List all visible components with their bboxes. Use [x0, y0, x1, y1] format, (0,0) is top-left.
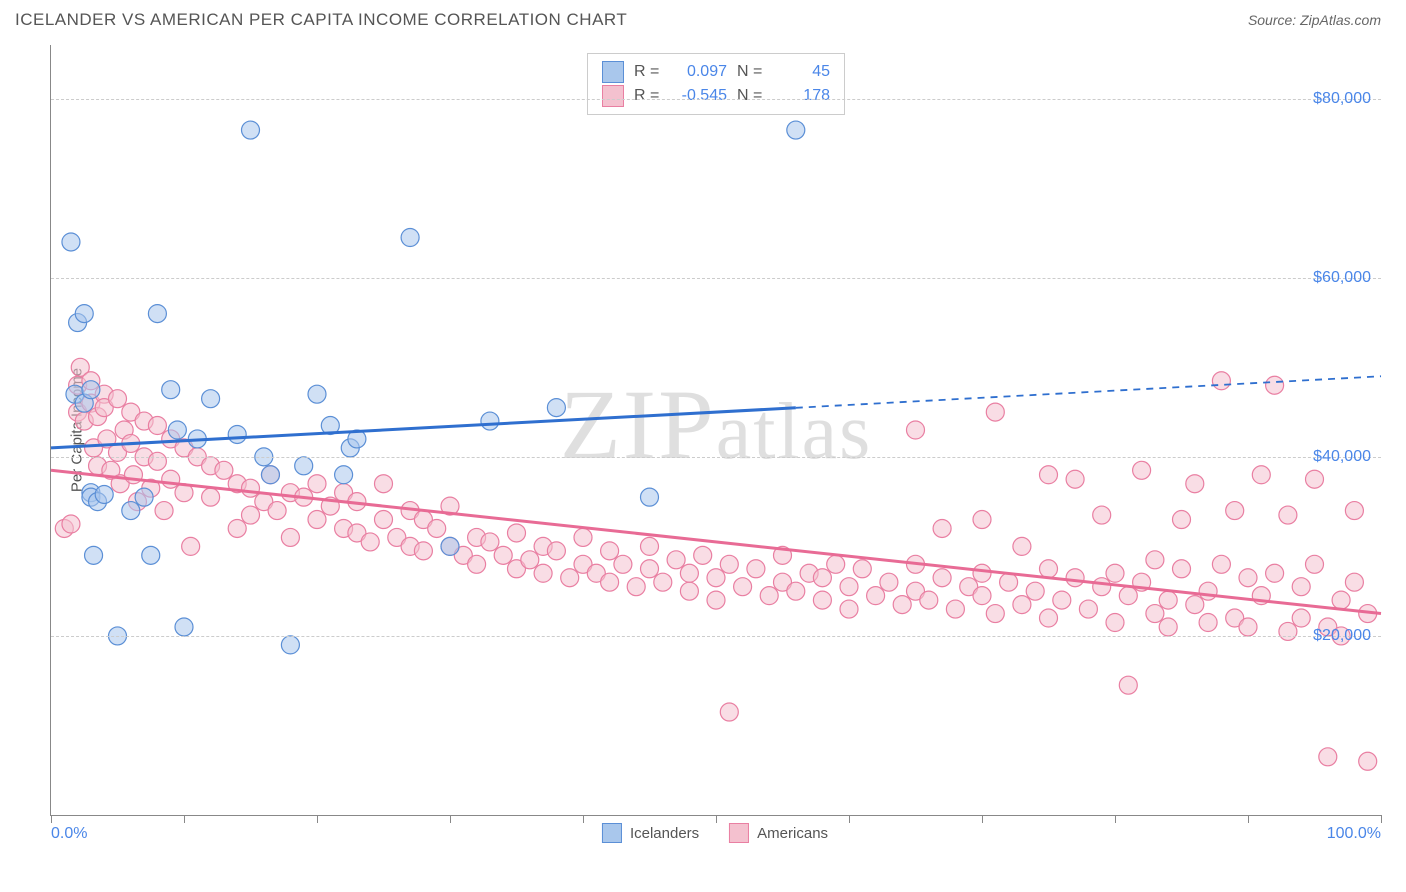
source-prefix: Source: — [1248, 12, 1300, 28]
legend-item-icelanders: Icelanders — [602, 823, 699, 843]
legend-swatch-icelanders-icon — [602, 823, 622, 843]
n-label: N = — [737, 84, 765, 108]
ytick-label: $40,000 — [1313, 448, 1371, 466]
n-value-americans: 178 — [775, 84, 830, 108]
series-legend: Icelanders Americans — [602, 823, 828, 843]
legend-label-icelanders: Icelanders — [630, 825, 699, 842]
r-label: R = — [634, 84, 662, 108]
legend-label-americans: Americans — [757, 825, 828, 842]
n-value-icelanders: 45 — [775, 60, 830, 84]
chart-container: Per Capita Income ZIPatlas R = 0.097 N =… — [50, 45, 1380, 815]
chart-svg — [51, 45, 1381, 815]
chart-title: ICELANDER VS AMERICAN PER CAPITA INCOME … — [15, 10, 627, 30]
plot-area: ZIPatlas R = 0.097 N = 45 R = -0.545 N =… — [50, 45, 1381, 816]
correlation-row-icelanders: R = 0.097 N = 45 — [602, 60, 830, 84]
swatch-americans-icon — [602, 85, 624, 107]
r-value-icelanders: 0.097 — [672, 60, 727, 84]
ytick-label: $80,000 — [1313, 90, 1371, 108]
source-name: ZipAtlas.com — [1300, 12, 1381, 28]
r-value-americans: -0.545 — [672, 84, 727, 108]
r-label: R = — [634, 60, 662, 84]
correlation-legend: R = 0.097 N = 45 R = -0.545 N = 178 — [587, 53, 845, 115]
legend-swatch-americans-icon — [729, 823, 749, 843]
n-label: N = — [737, 60, 765, 84]
swatch-icelanders-icon — [602, 61, 624, 83]
ytick-label: $20,000 — [1313, 627, 1371, 645]
ytick-label: $60,000 — [1313, 269, 1371, 287]
xtick-label: 0.0% — [51, 825, 87, 843]
xtick-label: 100.0% — [1327, 825, 1381, 843]
source-attribution: Source: ZipAtlas.com — [1248, 12, 1381, 28]
legend-item-americans: Americans — [729, 823, 828, 843]
correlation-row-americans: R = -0.545 N = 178 — [602, 84, 830, 108]
